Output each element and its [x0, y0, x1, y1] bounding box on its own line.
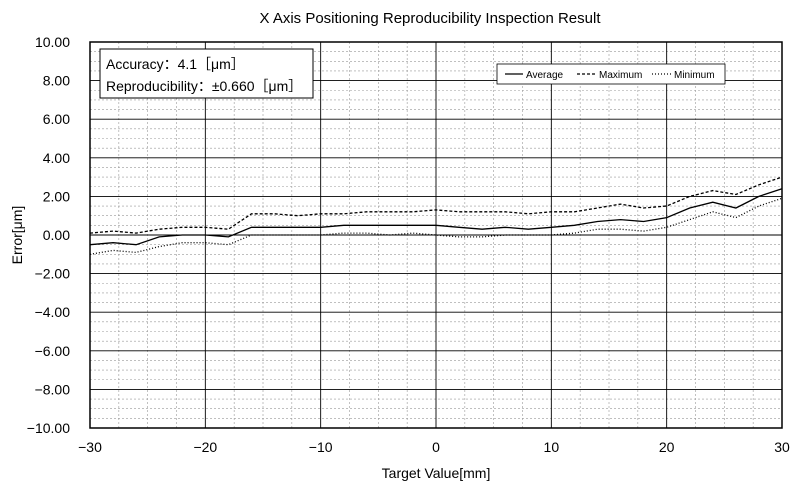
x-tick-label: −30: [78, 439, 102, 455]
info-box: Accuracy：4.1［μm］ Reproducibility：±0.660［…: [99, 48, 314, 99]
y-tick-label: 6.00: [43, 111, 70, 127]
legend-label-maximum: Maximum: [599, 70, 642, 81]
y-tick-label: −4.00: [35, 304, 71, 320]
y-tick-label: 8.00: [43, 73, 70, 89]
x-tick-label: 30: [774, 439, 790, 455]
series-line-maximum: [89, 176, 783, 234]
x-tick-label: 10: [544, 439, 560, 455]
y-tick-label: −8.00: [35, 381, 71, 397]
x-tick-label: 0: [432, 439, 440, 455]
x-tick-label: −10: [309, 439, 333, 455]
y-tick-label: −2.00: [35, 266, 71, 282]
series-layer: [89, 176, 783, 255]
chart-title: X Axis Positioning Reproducibility Inspe…: [259, 10, 601, 27]
y-tick-label: 0.00: [43, 227, 70, 243]
y-tick-label: 10.00: [35, 34, 70, 50]
legend-label-minimum: Minimum: [674, 70, 715, 81]
legend: Average Maximum Minimum: [496, 63, 726, 85]
legend-label-average: Average: [526, 70, 564, 81]
plot-area-border: [89, 41, 783, 429]
y-tick-label: 4.00: [43, 150, 70, 166]
y-tick-label: 2.00: [43, 188, 70, 204]
accuracy-text: Accuracy：4.1［μm］: [106, 56, 245, 72]
y-axis-label: Error[μm]: [9, 206, 25, 265]
y-tick-label: −6.00: [35, 343, 71, 359]
legend-frame: [496, 63, 726, 85]
x-tick-labels: −30 −20 −10 0 10 20 30: [78, 439, 790, 455]
info-box-frame: [99, 48, 314, 99]
reproducibility-text: Reproducibility：±0.660［μm］: [106, 78, 302, 94]
x-axis-label: Target Value[mm]: [382, 465, 491, 481]
series-line-average: [89, 188, 783, 246]
y-tick-label: −10.00: [27, 420, 70, 436]
x-tick-label: 20: [659, 439, 675, 455]
y-tick-labels: 10.00 8.00 6.00 4.00 2.00 0.00 −2.00 −4.00 −6.00…: [27, 34, 70, 436]
x-tick-label: −20: [193, 439, 217, 455]
